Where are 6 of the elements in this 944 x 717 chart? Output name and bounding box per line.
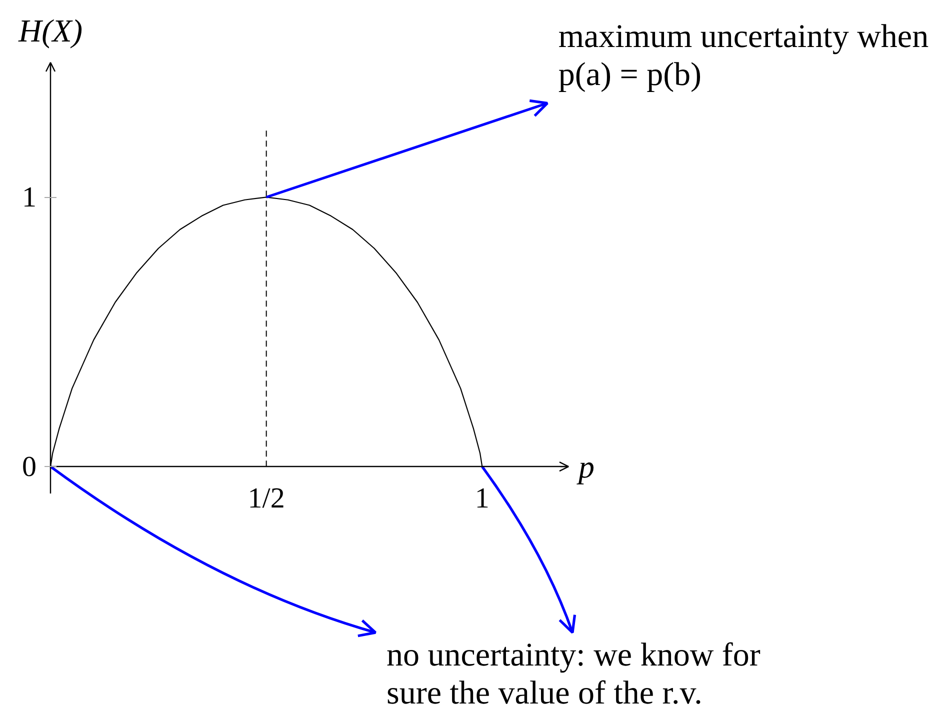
annotation: no uncertainty: we know for sure the value of the r.v. — [386, 638, 760, 712]
y-axis-title: H(X) — [18, 12, 82, 48]
x-tick-label: 1/2 — [248, 482, 285, 515]
y-tick-label: 0 — [22, 451, 36, 484]
x-axis-title: p — [576, 448, 594, 485]
annotation: maximum uncertainty when p(a) = p(b) — [558, 19, 929, 93]
